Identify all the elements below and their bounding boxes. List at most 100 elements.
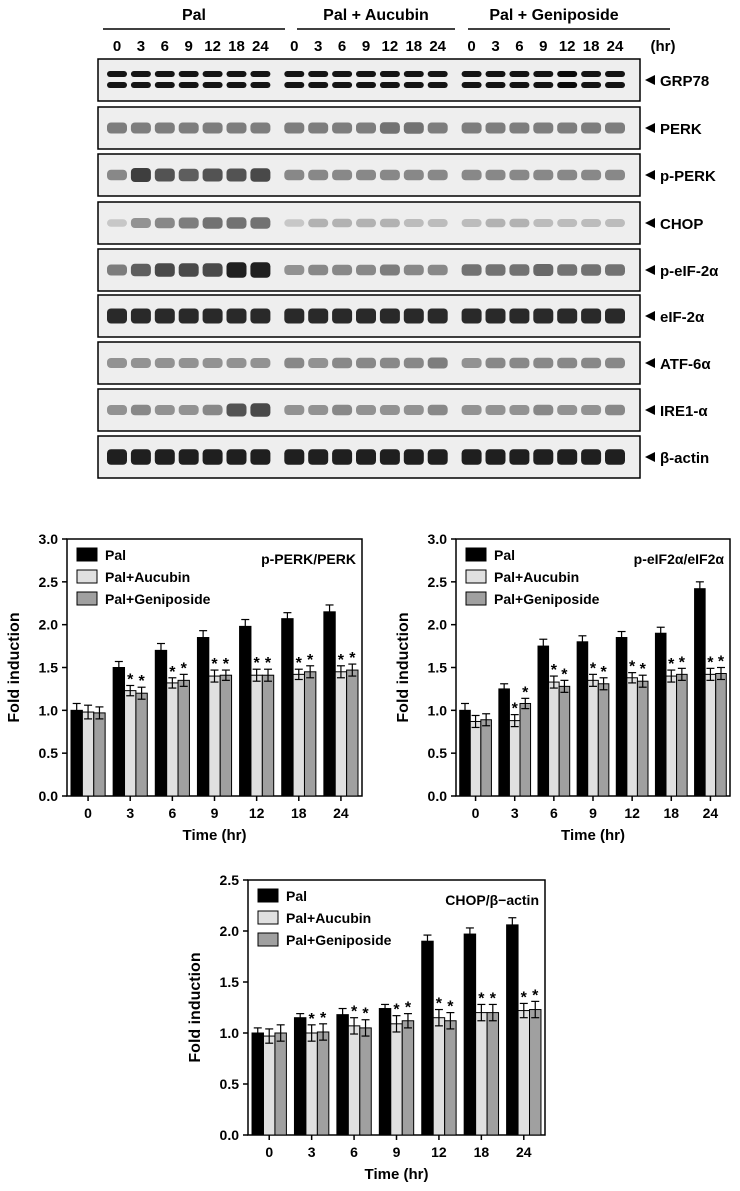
- band: [581, 71, 602, 77]
- band: [379, 218, 400, 228]
- timepoint-label: 12: [204, 38, 221, 55]
- bar-pal-aucubin: [81, 711, 95, 797]
- band: [605, 357, 625, 369]
- significance-star: *: [561, 666, 568, 683]
- bar-pal-aucubin: [469, 720, 482, 797]
- timepoint-label: 6: [161, 38, 169, 55]
- significance-star: *: [320, 1010, 327, 1027]
- y-tick-label: 0.5: [220, 1076, 240, 1092]
- band: [427, 82, 448, 88]
- bar-pal: [112, 667, 126, 797]
- band: [250, 71, 271, 77]
- bar-pal: [293, 1017, 307, 1136]
- band: [379, 82, 400, 88]
- band: [427, 169, 448, 181]
- band: [308, 122, 329, 134]
- band: [130, 358, 151, 368]
- bar-pal: [196, 637, 210, 797]
- timepoint-label: 0: [113, 38, 121, 55]
- band: [403, 308, 424, 324]
- significance-star: *: [668, 656, 675, 673]
- significance-star: *: [405, 1000, 412, 1017]
- band: [509, 82, 530, 88]
- y-tick-label: 0.0: [220, 1127, 240, 1143]
- band: [154, 358, 175, 368]
- band: [403, 82, 424, 88]
- band: [356, 405, 376, 415]
- band: [485, 405, 506, 415]
- band: [533, 357, 554, 369]
- x-tick-label: 12: [431, 1144, 447, 1160]
- band: [557, 169, 578, 181]
- y-tick-label: 2.0: [428, 617, 448, 633]
- band: [427, 219, 448, 227]
- bar-pal-aucubin: [704, 673, 717, 797]
- y-axis-label: Fold induction: [187, 952, 204, 1062]
- band: [533, 219, 554, 227]
- band: [557, 82, 578, 88]
- band: [178, 217, 199, 229]
- band: [605, 264, 625, 276]
- x-tick-label: 0: [84, 805, 92, 821]
- bar-pal: [654, 632, 667, 797]
- bar-pal: [694, 588, 706, 797]
- y-tick-label: 0.5: [39, 745, 59, 761]
- band: [485, 122, 506, 134]
- y-tick-label: 1.5: [428, 660, 448, 676]
- band: [332, 404, 353, 416]
- band: [332, 308, 353, 324]
- band: [178, 405, 199, 415]
- band: [356, 71, 376, 77]
- band: [284, 357, 305, 369]
- band: [154, 168, 175, 182]
- band: [178, 358, 199, 368]
- bar-pal-aucubin: [626, 677, 638, 797]
- band: [226, 262, 247, 278]
- blot-row-label: β-actin: [660, 450, 709, 467]
- band: [130, 449, 151, 465]
- legend-label: Pal+Aucubin: [286, 910, 371, 926]
- band: [130, 404, 151, 416]
- band: [533, 404, 554, 416]
- band: [461, 82, 482, 88]
- y-tick-label: 3.0: [428, 531, 448, 547]
- timepoint-label: 18: [583, 38, 600, 55]
- legend-swatch: [465, 547, 487, 562]
- band: [509, 449, 530, 465]
- bar-pal-aucubin: [508, 720, 521, 797]
- band: [605, 404, 625, 416]
- band: [130, 218, 151, 228]
- legend-label: Pal+Geniposide: [286, 932, 392, 948]
- x-axis-label: Time (hr): [561, 827, 625, 844]
- band: [356, 308, 376, 324]
- significance-star: *: [512, 701, 519, 718]
- arrow-icon: [645, 170, 655, 180]
- band: [403, 71, 424, 77]
- significance-star: *: [223, 656, 230, 673]
- bar-pal-aucubin: [587, 679, 599, 797]
- bar-pal-aucubin: [517, 1010, 531, 1136]
- y-tick-label: 2.5: [428, 574, 448, 590]
- band: [202, 122, 223, 134]
- y-tick-label: 3.0: [39, 531, 59, 547]
- bar-pal-geniposide: [346, 669, 359, 797]
- chart-annotation: p-PERK/PERK: [261, 551, 356, 567]
- band: [178, 168, 199, 182]
- bar-pal-aucubin: [124, 690, 137, 797]
- significance-star: *: [211, 656, 218, 673]
- arrow-icon: [645, 311, 655, 321]
- band: [250, 358, 271, 368]
- band: [130, 263, 151, 277]
- bar-pal: [506, 924, 519, 1136]
- bar-pal: [336, 1014, 349, 1136]
- band: [356, 449, 376, 465]
- bar-pal: [421, 940, 434, 1136]
- x-tick-label: 3: [126, 805, 134, 821]
- timepoint-label: 9: [362, 38, 370, 55]
- bar-pal: [498, 688, 510, 797]
- band: [107, 71, 127, 77]
- band: [250, 262, 271, 278]
- band: [461, 122, 482, 134]
- band: [308, 169, 329, 181]
- significance-star: *: [718, 654, 725, 671]
